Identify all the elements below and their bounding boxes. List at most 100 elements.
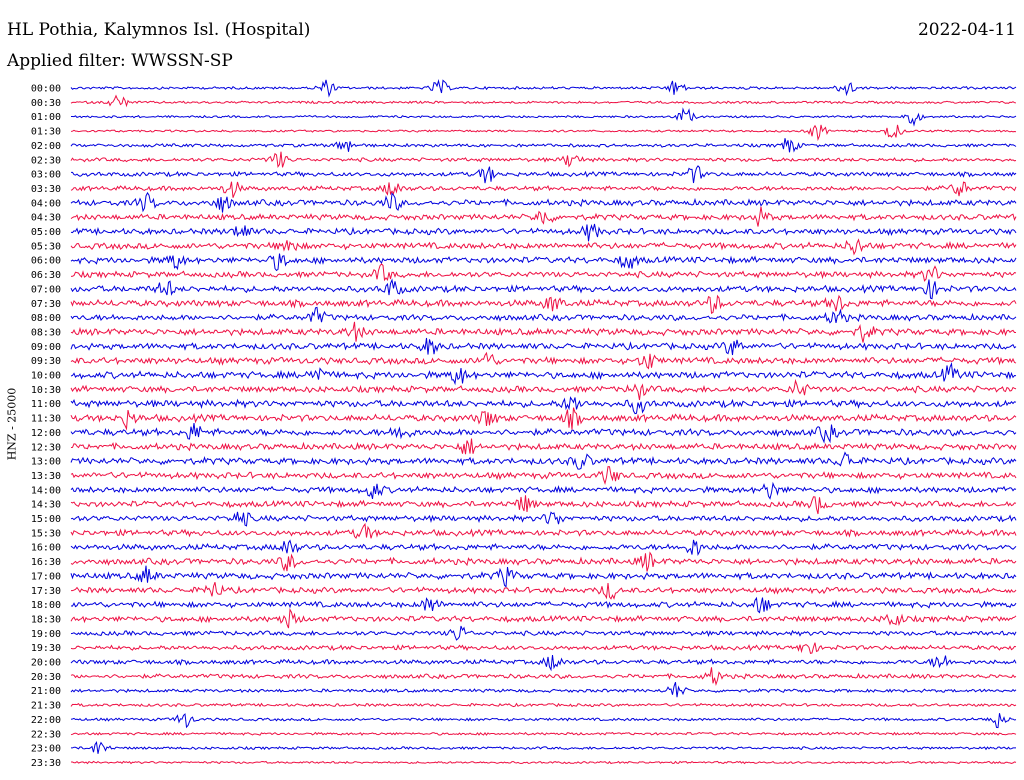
time-tick-label: 22:00 xyxy=(31,715,61,726)
trace-row xyxy=(70,713,1017,729)
trace-row xyxy=(70,223,1017,242)
time-tick-label: 05:00 xyxy=(31,227,61,238)
trace-row xyxy=(70,539,1017,557)
trace-row xyxy=(70,625,1017,641)
trace-row xyxy=(70,263,1017,282)
trace-row xyxy=(70,294,1017,314)
trace-row xyxy=(70,321,1016,343)
trace-row xyxy=(70,451,1017,470)
trace-row xyxy=(70,278,1017,300)
time-tick-label: 17:00 xyxy=(31,571,61,582)
time-tick-label: 20:00 xyxy=(31,658,61,669)
time-tick-label: 03:30 xyxy=(31,184,61,195)
time-tick-label: 01:00 xyxy=(31,112,61,123)
trace-row xyxy=(70,79,1017,98)
time-tick-label: 20:30 xyxy=(31,672,61,683)
time-tick-label: 02:00 xyxy=(31,141,61,152)
time-tick-label: 08:00 xyxy=(31,313,61,324)
time-tick-label: 11:00 xyxy=(31,399,61,410)
time-tick-label: 13:00 xyxy=(31,457,61,468)
trace-row xyxy=(70,423,1017,444)
time-tick-label: 14:00 xyxy=(31,485,61,496)
trace-row xyxy=(70,181,1017,198)
trace-row xyxy=(70,667,1017,686)
time-tick-label: 07:00 xyxy=(31,284,61,295)
trace-row xyxy=(70,608,1017,629)
time-tick-label: 00:30 xyxy=(31,98,61,109)
time-tick-label: 10:30 xyxy=(31,385,61,396)
time-tick-label: 01:30 xyxy=(31,127,61,138)
time-tick-label: 06:30 xyxy=(31,270,61,281)
trace-row xyxy=(71,582,1017,600)
trace-row xyxy=(70,642,1017,655)
trace-row xyxy=(70,138,1017,153)
time-tick-label: 15:30 xyxy=(31,528,61,539)
trace-row xyxy=(70,466,1017,486)
time-tick-label: 18:00 xyxy=(31,600,61,611)
time-tick-label: 03:00 xyxy=(31,170,61,181)
time-tick-label: 17:30 xyxy=(31,586,61,597)
trace-row xyxy=(70,511,1017,527)
time-tick-label: 15:00 xyxy=(31,514,61,525)
trace-row xyxy=(70,596,1017,614)
time-tick-label: 04:00 xyxy=(31,198,61,209)
trace-row xyxy=(70,481,1017,500)
time-tick-label: 16:30 xyxy=(31,557,61,568)
time-tick-label: 12:30 xyxy=(31,442,61,453)
time-tick-label: 09:30 xyxy=(31,356,61,367)
time-tick-label: 08:30 xyxy=(31,327,61,338)
trace-row xyxy=(70,361,1017,386)
time-tick-label: 07:30 xyxy=(31,299,61,310)
trace-row xyxy=(70,702,1017,708)
time-tick-label: 12:00 xyxy=(31,428,61,439)
time-tick-label: 11:30 xyxy=(31,414,61,425)
trace-row xyxy=(70,351,1017,370)
trace-row xyxy=(70,191,1017,213)
time-tick-label: 22:30 xyxy=(31,729,61,740)
time-tick-label: 00:00 xyxy=(31,84,61,95)
trace-row xyxy=(70,124,1017,142)
filter-label: Applied filter: WWSSN-SP xyxy=(7,51,233,71)
trace-row xyxy=(70,495,1017,515)
time-tick-label: 02:30 xyxy=(31,155,61,166)
trace-row xyxy=(70,731,1017,736)
time-tick-label: 23:30 xyxy=(31,758,61,769)
trace-row xyxy=(71,107,1017,127)
trace-row xyxy=(70,522,1017,540)
time-tick-label: 16:00 xyxy=(31,543,61,554)
trace-row xyxy=(70,654,1017,672)
time-tick-label: 14:30 xyxy=(31,500,61,511)
trace-row xyxy=(70,151,1017,168)
date-label: 2022-04-11 xyxy=(917,20,1016,40)
trace-row xyxy=(70,682,1017,698)
time-tick-label: 09:00 xyxy=(31,342,61,353)
trace-row xyxy=(70,238,1017,256)
station-title: HL Pothia, Kalymnos Isl. (Hospital) xyxy=(7,20,311,40)
trace-row xyxy=(70,551,1017,572)
trace-row xyxy=(70,438,1017,455)
trace-row xyxy=(70,94,1017,108)
time-tick-label: 21:30 xyxy=(31,701,61,712)
time-tick-label: 10:00 xyxy=(31,371,61,382)
trace-row xyxy=(70,396,1017,415)
trace-row xyxy=(70,306,1017,324)
time-tick-label: 19:00 xyxy=(31,629,61,640)
time-tick-label: 13:30 xyxy=(31,471,61,482)
trace-row xyxy=(71,741,1016,754)
time-tick-label: 18:30 xyxy=(31,614,61,625)
time-tick-label: 21:00 xyxy=(31,686,61,697)
trace-row xyxy=(70,206,1017,227)
time-tick-label: 05:30 xyxy=(31,241,61,252)
trace-row xyxy=(70,253,1017,272)
trace-row xyxy=(71,760,1017,765)
trace-row xyxy=(71,165,1017,184)
time-tick-label: 04:30 xyxy=(31,213,61,224)
trace-row xyxy=(70,337,1017,356)
trace-row xyxy=(70,565,1017,588)
trace-row xyxy=(70,378,1017,401)
time-tick-label: 19:30 xyxy=(31,643,61,654)
time-tick-label: 06:00 xyxy=(31,256,61,267)
trace-row xyxy=(70,407,1017,431)
time-tick-label: 23:00 xyxy=(31,744,61,755)
